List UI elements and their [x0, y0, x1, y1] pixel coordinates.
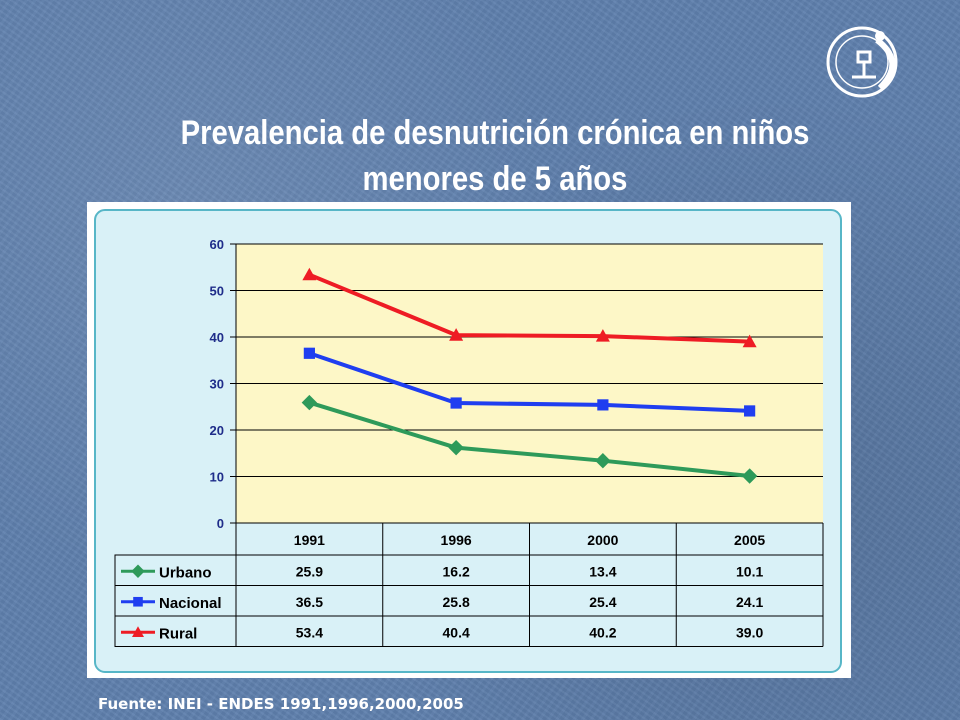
series-layer: [301, 267, 758, 484]
legend-marker: [133, 596, 143, 607]
table-value: 25.8: [443, 594, 470, 610]
table-value: 40.4: [443, 624, 470, 640]
table-value: 24.1: [736, 594, 763, 610]
data-point: [595, 329, 610, 342]
legend-label: Urbano: [159, 564, 212, 581]
data-point: [449, 328, 464, 341]
table-value: 39.0: [736, 624, 763, 640]
source-note: Fuente: INEI - ENDES 1991,1996,2000,2005: [98, 695, 464, 713]
table-value: 36.5: [296, 594, 323, 610]
series-line: [308, 351, 750, 413]
legend-marker: [132, 626, 144, 638]
table-value: 25.9: [296, 563, 323, 579]
table-value: 53.4: [296, 624, 323, 640]
data-table: 1991 1996 2000 2005 Urbano 25.9 16.2 13.4 10.1 Na…: [114, 522, 824, 647]
y-tick-label: 0: [217, 516, 224, 531]
slide-title-line2: menores de 5 años: [362, 160, 628, 198]
x-category-label: 1991: [294, 532, 325, 548]
data-point: [450, 397, 462, 409]
y-axis: 0 10 20 30 40 50 60: [210, 237, 237, 531]
data-point: [448, 439, 464, 456]
y-tick-label: 40: [210, 330, 224, 345]
table-value: 13.4: [589, 563, 616, 579]
legend-label: Rural: [159, 625, 197, 642]
slide-title: Prevalencia de desnutrición crónica en n…: [138, 110, 852, 202]
data-point: [595, 452, 611, 469]
data-point: [744, 405, 756, 417]
x-category-label: 2000: [587, 532, 618, 548]
table-value: 25.4: [589, 594, 616, 610]
chart-frame: 0 10 20 30 40 50 60 1991 1996 2000 2005 Urbano 25.9…: [87, 202, 851, 678]
y-tick-label: 20: [210, 423, 224, 438]
table-value: 40.2: [589, 624, 616, 640]
legend-label: Nacional: [159, 595, 222, 612]
series-line: [308, 400, 750, 479]
data-point: [303, 347, 315, 359]
y-tick-label: 10: [210, 470, 224, 485]
data-point: [742, 334, 757, 348]
x-category-label: 2005: [734, 532, 765, 548]
slide-title-line1: Prevalencia de desnutrición crónica en n…: [180, 114, 810, 152]
table-value: 10.1: [736, 563, 763, 579]
x-category-label: 1996: [441, 532, 472, 548]
y-tick-label: 50: [210, 284, 224, 299]
chart: 0 10 20 30 40 50 60 1991 1996 2000 2005 Urbano 25.9…: [94, 209, 842, 673]
data-point: [302, 267, 317, 281]
data-point: [301, 394, 318, 411]
table-value: 16.2: [443, 563, 470, 579]
series-line: [308, 272, 750, 344]
legend-marker: [131, 564, 145, 578]
data-point: [597, 399, 609, 411]
y-tick-label: 60: [210, 237, 224, 252]
data-point: [741, 468, 758, 484]
y-tick-label: 30: [210, 377, 224, 392]
ministerio-de-salud-logo: [826, 26, 898, 98]
